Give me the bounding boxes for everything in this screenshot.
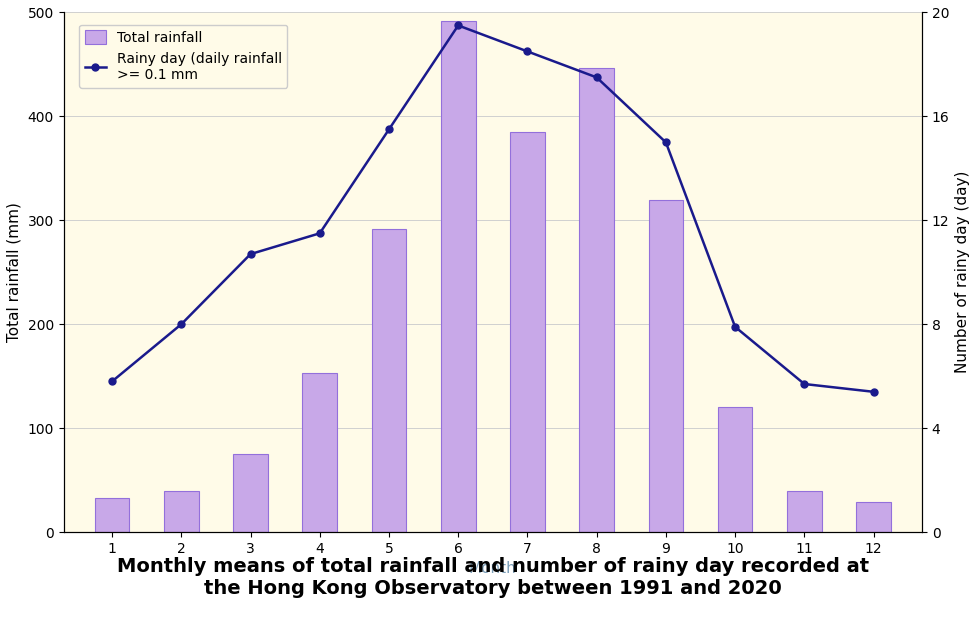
Y-axis label: Number of rainy day (day): Number of rainy day (day) bbox=[956, 171, 970, 373]
Bar bbox=[234, 454, 268, 532]
Bar bbox=[371, 229, 406, 532]
Text: Monthly means of total rainfall and number of rainy day recorded at
the Hong Kon: Monthly means of total rainfall and numb… bbox=[116, 557, 869, 597]
Bar bbox=[787, 491, 822, 532]
X-axis label: Month: Month bbox=[469, 562, 517, 576]
Bar bbox=[164, 491, 198, 532]
Bar bbox=[579, 68, 614, 532]
Bar bbox=[649, 199, 683, 532]
Bar bbox=[856, 502, 891, 532]
Bar bbox=[510, 132, 545, 532]
Y-axis label: Total rainfall (mm): Total rainfall (mm) bbox=[7, 203, 21, 343]
Bar bbox=[441, 20, 476, 532]
Legend: Total rainfall, Rainy day (daily rainfall
>= 0.1 mm: Total rainfall, Rainy day (daily rainfal… bbox=[79, 24, 287, 88]
Bar bbox=[718, 408, 752, 532]
Bar bbox=[303, 373, 337, 532]
Bar bbox=[95, 498, 129, 532]
